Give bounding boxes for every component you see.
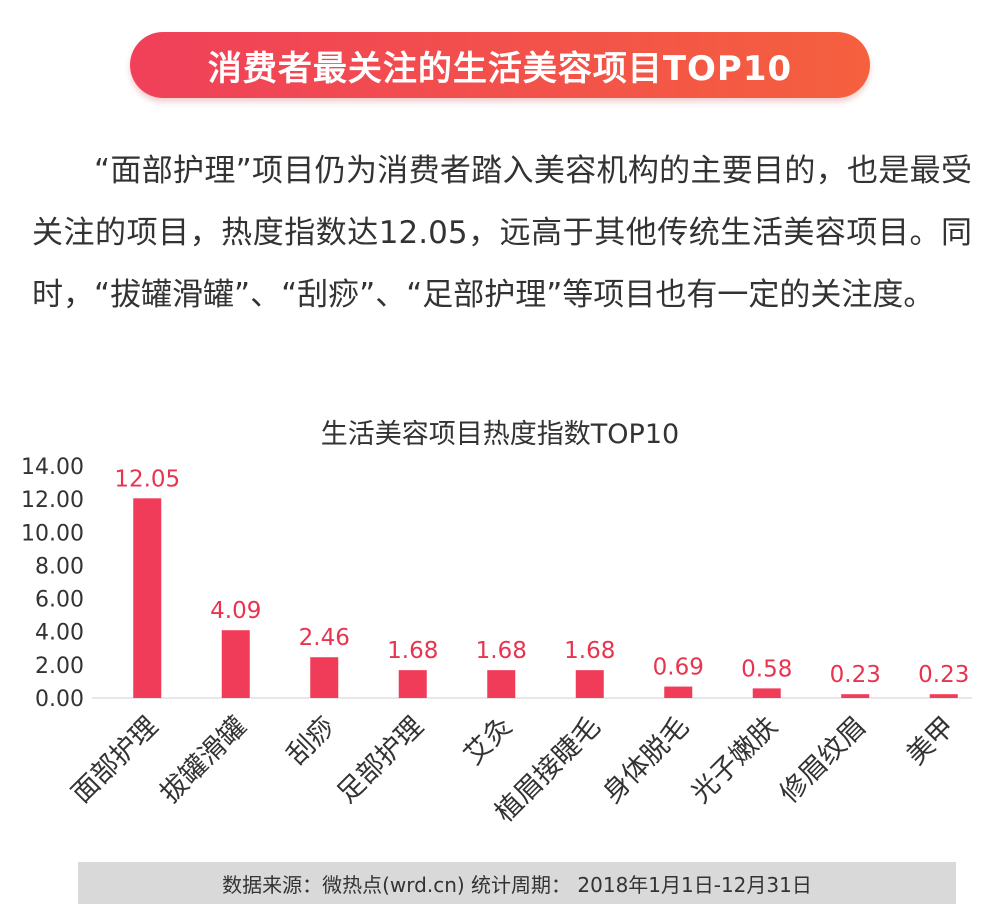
bar-6 — [575, 670, 604, 698]
y-tick-label: 14.00 — [21, 455, 84, 480]
x-tick-label: 修眉纹眉 — [774, 711, 872, 809]
x-tick-label: 艾灸 — [458, 711, 518, 771]
x-tick-label: 光子嫩肤 — [685, 711, 783, 809]
intro-paragraph: “面部护理”项目仍为消费者踏入美容机构的主要目的，也是最受关注的项目，热度指数达… — [32, 153, 972, 313]
data-label: 0.69 — [653, 655, 704, 681]
data-label: 0.58 — [741, 656, 792, 682]
data-label: 2.46 — [299, 625, 350, 651]
y-tick-label: 12.00 — [21, 488, 84, 513]
bar-1 — [133, 498, 162, 698]
x-tick-label: 拔罐滑罐 — [154, 711, 252, 809]
y-tick-label: 8.00 — [35, 554, 84, 579]
y-tick-label: 10.00 — [21, 521, 84, 546]
data-label: 1.68 — [564, 638, 615, 664]
data-label: 0.23 — [918, 662, 969, 688]
y-tick-label: 6.00 — [35, 588, 84, 613]
y-tick-label: 4.00 — [35, 621, 84, 646]
x-tick-label: 身体脱毛 — [597, 711, 695, 809]
bar-9 — [841, 694, 870, 698]
bar-10 — [929, 694, 958, 698]
chart-title: 生活美容项目热度指数TOP10 — [320, 419, 680, 450]
bar-8 — [752, 688, 781, 698]
y-tick-label: 2.00 — [35, 654, 84, 679]
page-title: 消费者最关注的生活美容项目TOP10 — [207, 48, 793, 89]
data-label: 4.09 — [210, 598, 261, 624]
y-tick-label: 0.00 — [35, 687, 84, 712]
bar-4 — [398, 670, 427, 698]
data-label: 0.23 — [830, 662, 881, 688]
bar-5 — [487, 670, 516, 698]
bar-chart: 生活美容项目热度指数TOP10 0.00 2.00 4.00 6.00 8.00 10.0… — [0, 400, 1000, 850]
x-tick-label: 刮痧 — [281, 711, 341, 771]
bar-3 — [310, 657, 339, 698]
title-banner: 消费者最关注的生活美容项目TOP10 — [130, 32, 870, 98]
x-tick-label: 足部护理 — [331, 711, 429, 809]
bar-2 — [221, 630, 250, 698]
data-source-footer: 数据来源：微热点(wrd.cn) 统计周期： 2018年1月1日-12月31日 — [78, 862, 956, 904]
x-tick-label: 美甲 — [901, 711, 961, 771]
bar-7 — [664, 686, 693, 698]
data-label: 12.05 — [114, 466, 180, 492]
data-label: 1.68 — [476, 638, 527, 664]
x-tick-label: 面部护理 — [66, 711, 164, 809]
data-source-text: 数据来源：微热点(wrd.cn) 统计周期： 2018年1月1日-12月31日 — [222, 872, 812, 897]
chart-canvas: 0.00 2.00 4.00 6.00 8.00 10.00 12.00 14.00 12.05… — [21, 455, 972, 828]
data-label: 1.68 — [387, 638, 438, 664]
